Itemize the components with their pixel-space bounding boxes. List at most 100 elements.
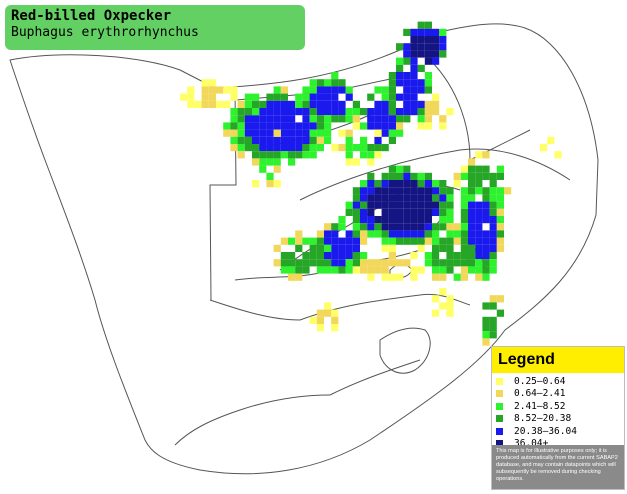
legend-entry: 0.25–0.64 bbox=[496, 375, 624, 388]
occurrence-cell bbox=[417, 36, 425, 44]
occurrence-cell bbox=[352, 115, 360, 123]
occurrence-cell bbox=[396, 72, 404, 80]
occurrence-cell bbox=[439, 208, 447, 216]
occurrence-cell bbox=[403, 72, 411, 80]
occurrence-cell bbox=[259, 165, 267, 173]
occurrence-cell bbox=[410, 43, 418, 51]
occurrence-cell bbox=[396, 237, 404, 245]
occurrence-cell bbox=[439, 187, 447, 195]
occurrence-cell bbox=[468, 244, 476, 252]
occurrence-cell bbox=[496, 201, 504, 209]
occurrence-cell bbox=[295, 93, 303, 101]
occurrence-cell bbox=[475, 237, 483, 245]
occurrence-cell bbox=[252, 115, 260, 123]
occurrence-cell bbox=[381, 266, 389, 274]
occurrence-cell bbox=[460, 201, 468, 209]
occurrence-cell bbox=[273, 180, 281, 188]
occurrence-cell bbox=[187, 86, 195, 94]
occurrence-cell bbox=[432, 309, 440, 317]
occurrence-cell bbox=[432, 237, 440, 245]
occurrence-cell bbox=[374, 223, 382, 231]
occurrence-cell bbox=[381, 172, 389, 180]
occurrence-cell bbox=[316, 79, 324, 87]
occurrence-cell bbox=[410, 28, 418, 36]
occurrence-cell bbox=[273, 122, 281, 130]
occurrence-cell bbox=[280, 144, 288, 152]
occurrence-cell bbox=[410, 187, 418, 195]
occurrence-cell bbox=[331, 309, 339, 317]
legend-entry: 0.64–2.41 bbox=[496, 388, 624, 401]
occurrence-cell bbox=[324, 302, 332, 310]
occurrence-cell bbox=[432, 230, 440, 238]
occurrence-cell bbox=[482, 172, 490, 180]
occurrence-cell bbox=[374, 266, 382, 274]
occurrence-cell bbox=[360, 108, 368, 116]
occurrence-cell bbox=[345, 115, 353, 123]
legend-entry: 20.38–36.04 bbox=[496, 425, 624, 438]
occurrence-cell bbox=[237, 108, 245, 116]
occurrence-cell bbox=[453, 180, 461, 188]
occurrence-cell bbox=[453, 273, 461, 281]
occurrence-cell bbox=[432, 259, 440, 267]
occurrence-cell bbox=[324, 108, 332, 116]
occurrence-cell bbox=[338, 252, 346, 260]
occurrence-cell bbox=[439, 266, 447, 274]
occurrence-cell bbox=[273, 93, 281, 101]
occurrence-cell bbox=[273, 129, 281, 137]
occurrence-cell bbox=[475, 165, 483, 173]
occurrence-cell bbox=[424, 108, 432, 116]
occurrence-cell bbox=[237, 144, 245, 152]
occurrence-cell bbox=[388, 187, 396, 195]
occurrence-cell bbox=[475, 223, 483, 231]
occurrence-cell bbox=[295, 244, 303, 252]
occurrence-cell bbox=[439, 43, 447, 51]
occurrence-cell bbox=[280, 100, 288, 108]
occurrence-cell bbox=[295, 237, 303, 245]
occurrence-cell bbox=[360, 122, 368, 130]
occurrence-cell bbox=[439, 36, 447, 44]
occurrence-cell bbox=[367, 172, 375, 180]
occurrence-cell bbox=[388, 230, 396, 238]
occurrence-cell bbox=[388, 129, 396, 137]
occurrence-cell bbox=[417, 230, 425, 238]
occurrence-cell bbox=[338, 79, 346, 87]
occurrence-cell bbox=[244, 144, 252, 152]
occurrence-cell bbox=[410, 64, 418, 72]
occurrence-cell bbox=[180, 93, 188, 101]
occurrence-cell bbox=[432, 194, 440, 202]
occurrence-cell bbox=[439, 259, 447, 267]
occurrence-cell bbox=[432, 208, 440, 216]
occurrence-cell bbox=[482, 316, 490, 324]
occurrence-cell bbox=[352, 158, 360, 166]
legend-heading: Legend bbox=[492, 347, 624, 373]
occurrence-cell bbox=[417, 266, 425, 274]
occurrence-cell bbox=[439, 288, 447, 296]
occurrence-cell bbox=[424, 86, 432, 94]
occurrence-cell bbox=[345, 244, 353, 252]
occurrence-cell bbox=[396, 64, 404, 72]
occurrence-cell bbox=[468, 208, 476, 216]
occurrence-cell bbox=[367, 93, 375, 101]
occurrence-cell bbox=[475, 201, 483, 209]
occurrence-cell bbox=[424, 180, 432, 188]
occurrence-cell bbox=[302, 108, 310, 116]
occurrence-cell bbox=[331, 115, 339, 123]
occurrence-cell bbox=[417, 172, 425, 180]
legend-entry-label: 2.41–8.52 bbox=[514, 400, 566, 412]
occurrence-cell bbox=[396, 187, 404, 195]
occurrence-cell bbox=[403, 223, 411, 231]
occurrence-cell bbox=[403, 43, 411, 51]
occurrence-cell bbox=[410, 50, 418, 58]
occurrence-cell bbox=[345, 136, 353, 144]
occurrence-cell bbox=[230, 122, 238, 130]
occurrence-cell bbox=[388, 223, 396, 231]
occurrence-cell bbox=[273, 151, 281, 159]
occurrence-cell bbox=[446, 208, 454, 216]
occurrence-cell bbox=[273, 115, 281, 123]
occurrence-cell bbox=[403, 93, 411, 101]
occurrence-cell bbox=[424, 28, 432, 36]
occurrence-cell bbox=[410, 72, 418, 80]
occurrence-cell bbox=[230, 136, 238, 144]
occurrence-cell bbox=[403, 172, 411, 180]
occurrence-cell bbox=[324, 100, 332, 108]
